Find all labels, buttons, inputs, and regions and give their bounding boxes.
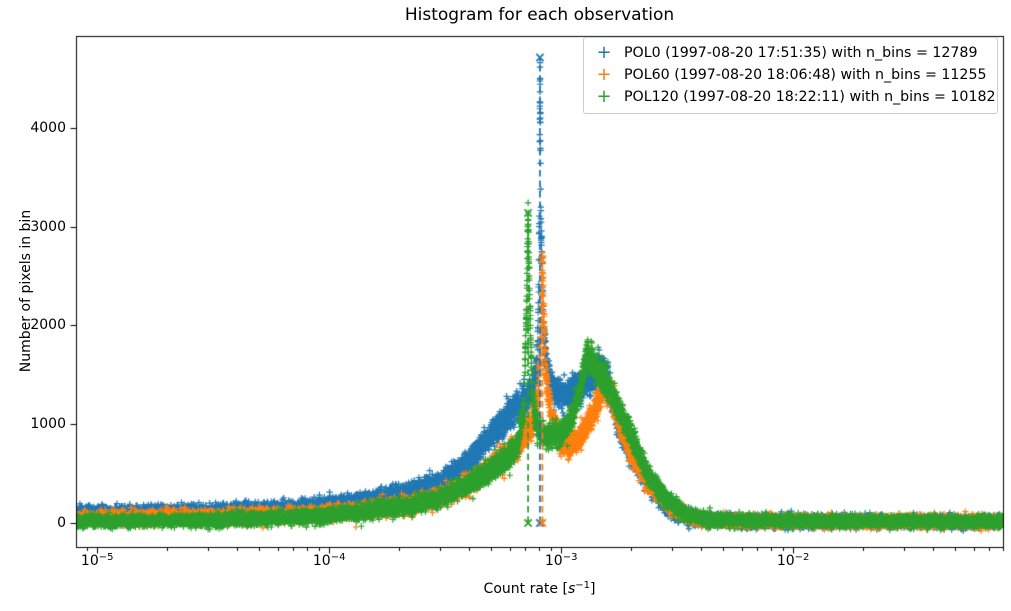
x-tick-label: 10−5 [80,552,114,569]
x-axis-label-prefix: Count rate [ [483,581,568,597]
legend-label: POL60 (1997-08-20 18:06:48) with n_bins … [624,67,987,83]
plus-marker-icon: + [596,64,612,85]
legend-entry: + POL120 (1997-08-20 18:22:11) with n_bin… [584,86,997,108]
legend: + POL0 (1997-08-20 17:51:35) with n_bins … [583,37,998,114]
plus-marker-icon: + [596,86,612,107]
x-axis-label: Count rate [s−1] [76,580,1003,597]
x-axis-label-exponent: −1 [575,580,590,591]
y-tick-label: 2000 [30,317,66,334]
y-tick-label: 1000 [30,416,66,433]
x-tick-label: 10−4 [312,552,346,569]
chart-title: Histogram for each observation [404,5,675,25]
y-axis-label: Number of pixels in bin [18,209,34,373]
legend-label: POL120 (1997-08-20 18:22:11) with n_bins… [624,89,996,105]
plus-marker-icon: + [596,42,612,63]
y-tick-label: 4000 [30,119,66,136]
x-tick-label: 10−2 [776,552,810,569]
x-axis-label-unit: s [567,581,576,597]
y-tick-label: 0 [57,514,66,531]
x-axis-label-suffix: ] [589,581,596,597]
legend-entry: + POL60 (1997-08-20 18:06:48) with n_bins… [584,64,997,86]
legend-label: POL0 (1997-08-20 17:51:35) with n_bins =… [624,45,978,61]
y-tick-label: 3000 [30,218,66,235]
legend-entry: + POL0 (1997-08-20 17:51:35) with n_bins … [584,42,997,64]
x-tick-label: 10−3 [544,552,578,569]
